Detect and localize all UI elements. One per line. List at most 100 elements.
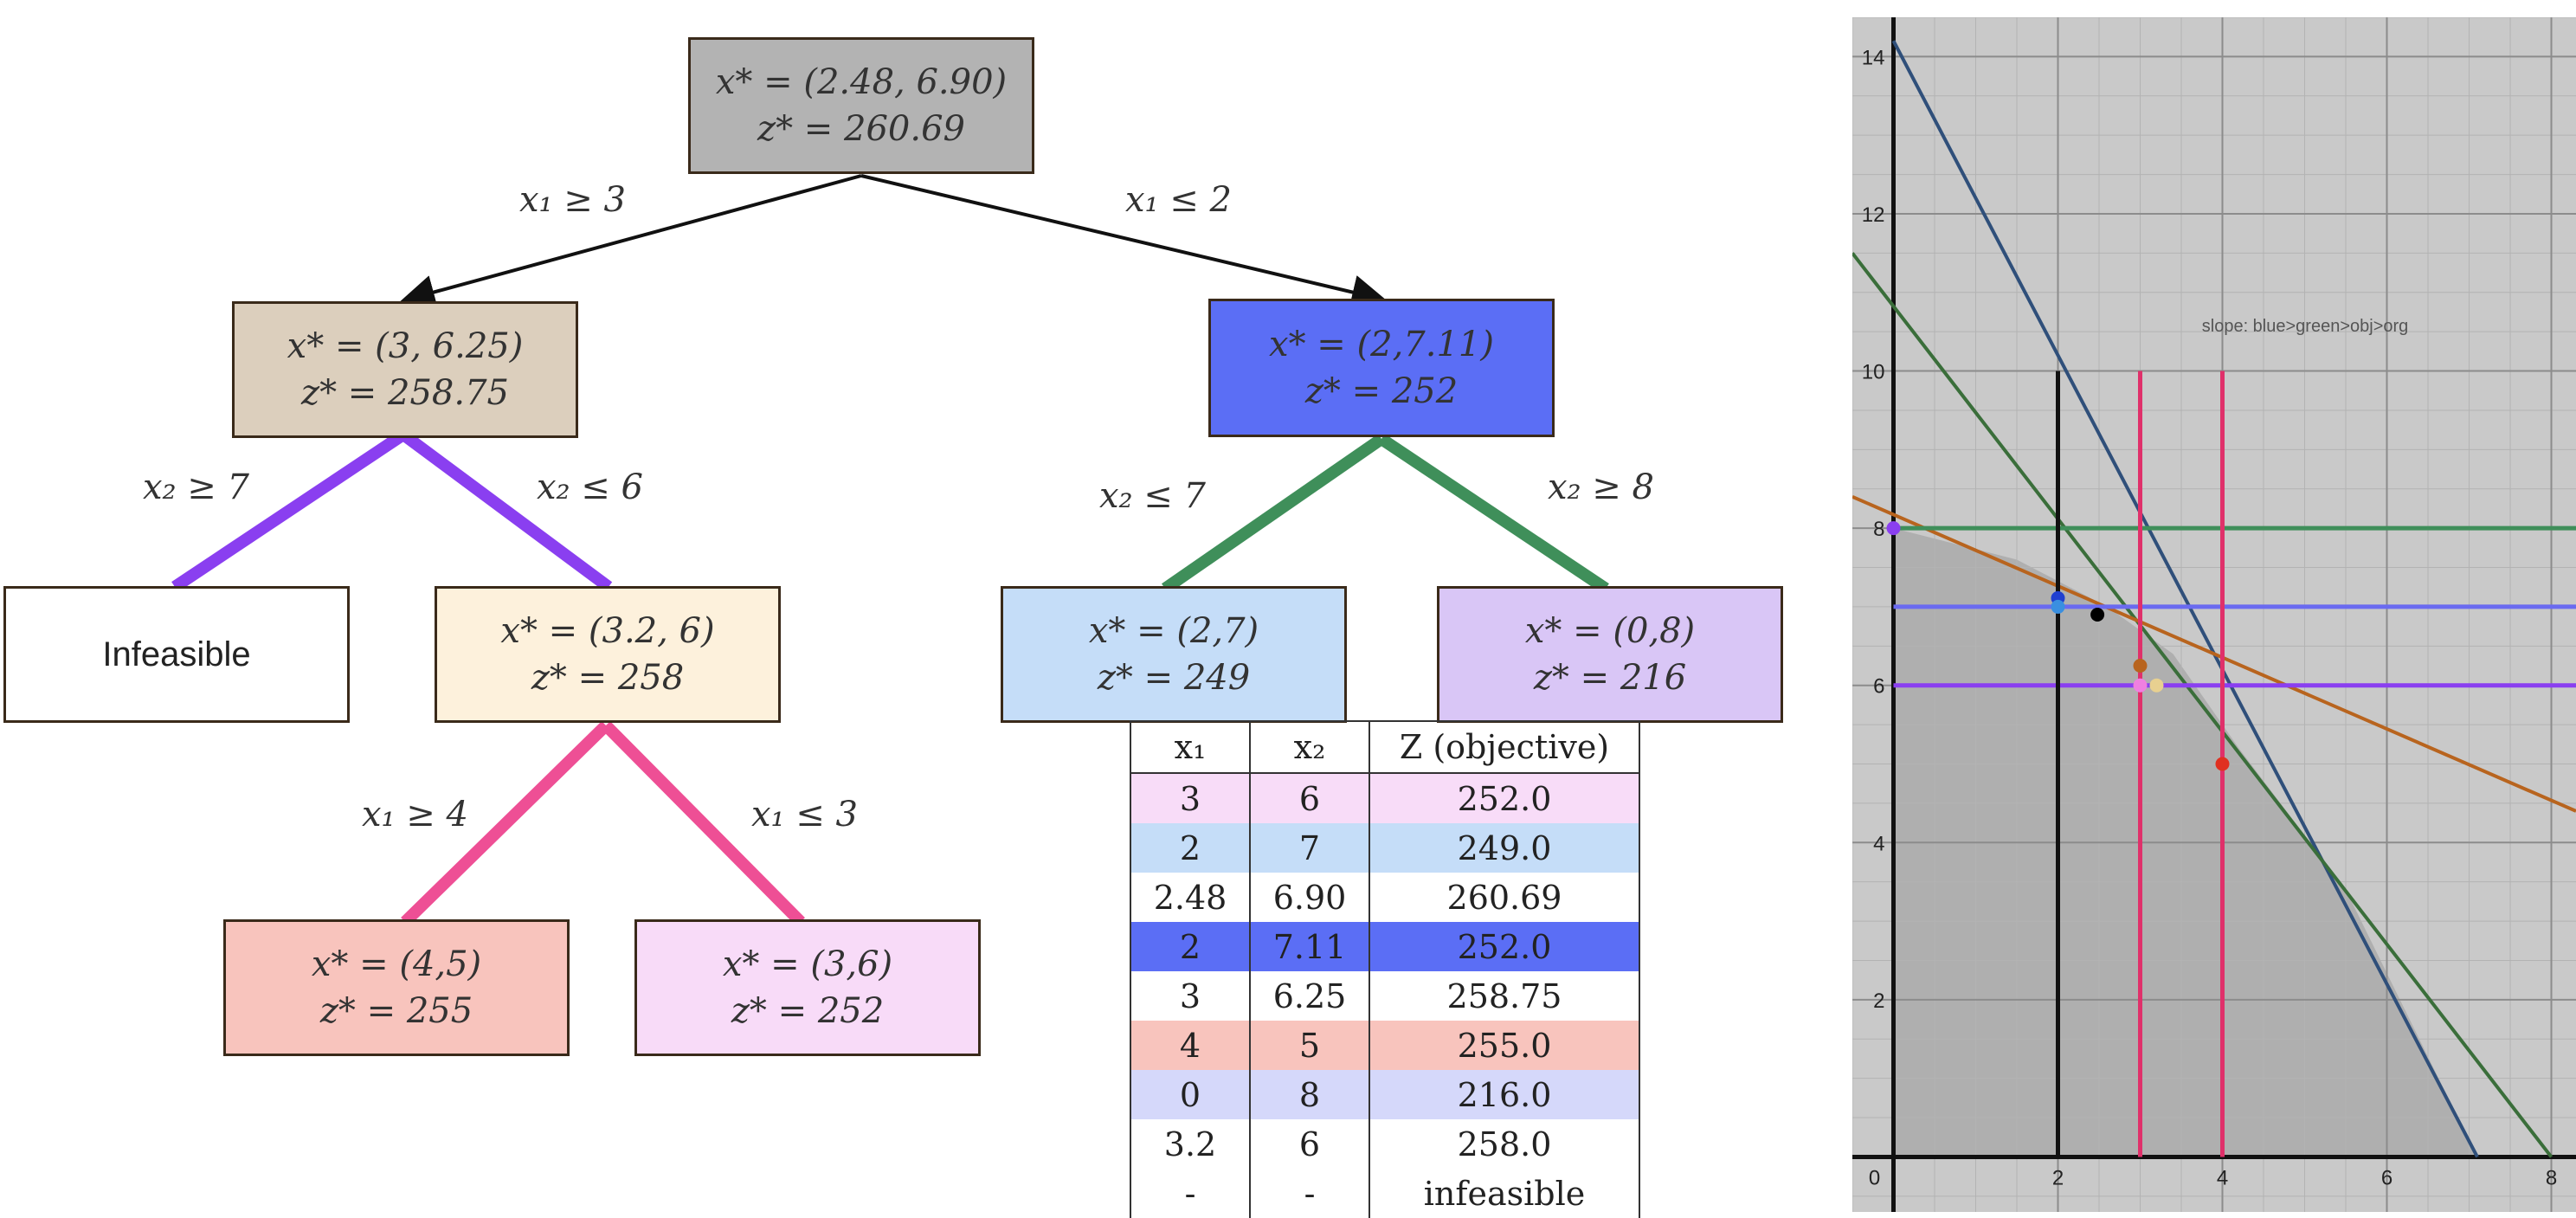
table-cell: 3 [1130, 773, 1251, 823]
tree-node-n2: x* = (2,7.11) z* = 252 [1208, 299, 1555, 437]
table-cell: - [1249, 1169, 1370, 1218]
node-solution: x* = (3,6) [722, 944, 893, 984]
tree-node-n7: x* = (4,5) z* = 255 [223, 919, 570, 1056]
table-cell: 255.0 [1368, 1021, 1640, 1070]
table-cell: 2.48 [1130, 873, 1251, 922]
node-objective: z* = 249 [1097, 658, 1251, 698]
solution-point [2133, 678, 2148, 693]
table-row: - - infeasible [1130, 1169, 1640, 1218]
edge-label: x₁ ≤ 2 [1125, 180, 1232, 220]
table-row: 0 8 216.0 [1130, 1070, 1640, 1119]
graph-annotation: slope: blue>green>obj>org [2202, 317, 2409, 336]
table-cell: 216.0 [1368, 1070, 1640, 1119]
node-objective: z* = 258.75 [301, 373, 509, 413]
node-objective: z* = 252 [731, 991, 885, 1031]
y-tick-label: 12 [1862, 203, 1885, 227]
table-cell: 6.25 [1249, 971, 1370, 1021]
tree-edge [401, 720, 610, 927]
feasible-region-graph: 0 2 4 6 8 2 4 6 8 10 12 14 slope: blue>green>obj>org [1852, 17, 2576, 1212]
tree-node-n1: x* = (3, 6.25) z* = 258.75 [232, 301, 578, 438]
table-cell: 252.0 [1368, 773, 1640, 823]
table-row: 3 6 252.0 [1130, 773, 1640, 823]
node-solution: x* = (4,5) [311, 944, 482, 984]
branch-and-bound-tree [171, 174, 1609, 927]
tree-edge [171, 429, 407, 592]
node-solution: x* = (3.2, 6) [500, 611, 715, 651]
constraint-line-org [1852, 494, 2576, 813]
x-tick-label: 8 [2546, 1166, 2557, 1189]
results-table: x₁ x₂ Z (objective) 3 6 252.0 2 7 249.0 2.48 6.… [1130, 720, 1640, 1218]
table-row: 2 7.11 252.0 [1130, 922, 1640, 971]
tree-edge [1378, 434, 1609, 594]
edge-label: x₁ ≥ 3 [519, 180, 626, 220]
node-solution: x* = (2,7.11) [1269, 325, 1494, 364]
tree-edge [602, 721, 805, 926]
node-objective: z* = 252 [1304, 371, 1459, 411]
y-tick-label: 4 [1873, 832, 1884, 855]
node-solution: x* = (0,8) [1524, 611, 1696, 651]
table-header-row: x₁ x₂ Z (objective) [1130, 720, 1640, 774]
y-tick-label: 8 [1873, 518, 1884, 541]
table-cell: 2 [1130, 922, 1251, 971]
node-solution: x* = (2.48, 6.90) [715, 62, 1008, 102]
table-cell: 0 [1130, 1070, 1251, 1119]
y-tick-label: 14 [1862, 46, 1885, 69]
y-tick-label: 10 [1862, 361, 1885, 384]
node-solution: x* = (3, 6.25) [287, 326, 524, 366]
table-cell: 6 [1249, 773, 1370, 823]
table-cell: 260.69 [1368, 873, 1640, 922]
constraint-line-green [1852, 252, 2553, 1158]
tree-node-n3: Infeasible [3, 586, 350, 723]
x-tick-label: 0 [1869, 1166, 1880, 1189]
header-x2: x₂ [1249, 720, 1370, 774]
tree-edge [400, 174, 862, 309]
solution-point [2090, 608, 2105, 622]
header-z: Z (objective) [1368, 720, 1640, 774]
x-tick-label: 2 [2052, 1166, 2064, 1189]
header-x1: x₁ [1130, 720, 1251, 774]
table-cell: 7.11 [1249, 922, 1370, 971]
table-cell: 3 [1130, 971, 1251, 1021]
tree-edge [860, 174, 1387, 310]
table-cell: 6.90 [1249, 873, 1370, 922]
tree-node-n5: x* = (2,7) z* = 249 [1001, 586, 1347, 723]
table-cell: 258.75 [1368, 971, 1640, 1021]
table-cell: 2 [1130, 823, 1251, 873]
table-row: 2.48 6.90 260.69 [1130, 873, 1640, 922]
tree-edge [1162, 434, 1385, 594]
edge-label: x₂ ≥ 8 [1548, 467, 1654, 507]
node-solution: Infeasible [102, 635, 251, 673]
solution-point [2051, 599, 2065, 614]
table-cell: 7 [1249, 823, 1370, 873]
solution-point [2215, 757, 2230, 771]
table-cell: 258.0 [1368, 1119, 1640, 1169]
edge-label: x₁ ≤ 3 [751, 795, 858, 835]
tree-node-root: x* = (2.48, 6.90) z* = 260.69 [688, 37, 1034, 174]
table-cell: 249.0 [1368, 823, 1640, 873]
table-cell: 3.2 [1130, 1119, 1251, 1169]
table-cell: 252.0 [1368, 922, 1640, 971]
x-tick-label: 4 [2217, 1166, 2228, 1189]
node-objective: z* = 258 [531, 658, 685, 698]
table-row: 2 7 249.0 [1130, 823, 1640, 873]
tree-node-n6: x* = (0,8) z* = 216 [1437, 586, 1783, 723]
table-cell: - [1130, 1169, 1251, 1218]
node-solution: x* = (2,7) [1088, 611, 1259, 651]
tree-node-n8: x* = (3,6) z* = 252 [634, 919, 981, 1056]
table-row: 3 6.25 258.75 [1130, 971, 1640, 1021]
table-cell: 5 [1249, 1021, 1370, 1070]
y-tick-label: 6 [1873, 675, 1884, 699]
node-objective: z* = 216 [1533, 658, 1687, 698]
y-tick-label: 2 [1873, 989, 1884, 1013]
edge-label: x₂ ≤ 7 [1099, 476, 1206, 516]
table-cell: 8 [1249, 1070, 1370, 1119]
node-objective: z* = 255 [319, 991, 473, 1031]
edge-label: x₁ ≥ 4 [362, 795, 468, 835]
solution-point [1886, 521, 1901, 536]
table-row: 3.2 6 258.0 [1130, 1119, 1640, 1169]
edge-label: x₂ ≥ 7 [143, 467, 249, 507]
table-cell: 4 [1130, 1021, 1251, 1070]
solution-point [2133, 659, 2148, 673]
edge-label: x₂ ≤ 6 [537, 467, 643, 507]
tree-node-n4: x* = (3.2, 6) z* = 258 [435, 586, 781, 723]
